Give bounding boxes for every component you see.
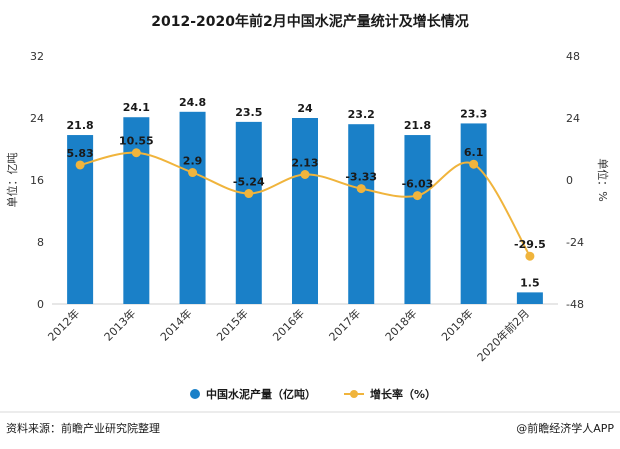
line-value-label: 2.9 xyxy=(183,155,203,168)
growth-line xyxy=(75,148,535,261)
bar-value-label: 23.3 xyxy=(460,107,487,120)
legend-bar-marker xyxy=(190,389,200,399)
footer-brand: @前瞻经济学人APP xyxy=(516,421,614,435)
line-point xyxy=(244,189,254,199)
line-value-label: 6.1 xyxy=(464,146,484,159)
line-point xyxy=(75,160,85,170)
bar xyxy=(67,135,94,304)
bar-value-label: 24 xyxy=(297,102,313,115)
bar-value-label: 21.8 xyxy=(404,119,431,132)
bar xyxy=(292,118,318,304)
bar xyxy=(235,121,262,304)
left-axis-tick: 24 xyxy=(30,112,44,125)
line-value-label: 10.55 xyxy=(119,135,154,148)
right-axis-tick: -24 xyxy=(566,236,584,249)
x-axis-tick: 2016年 xyxy=(270,306,307,343)
line-value-label: 5.83 xyxy=(67,147,94,160)
x-axis-tick: 2012年 xyxy=(45,306,82,343)
bar-value-label: 24.8 xyxy=(179,96,206,109)
footer-source: 资料来源：前瞻产业研究院整理 xyxy=(6,421,160,435)
right-axis-title: 单位：% xyxy=(596,158,610,201)
left-axis-title: 单位：亿吨 xyxy=(5,153,19,208)
bar-value-label: 23.2 xyxy=(348,108,375,121)
chart-title: 2012-2020年前2月中国水泥产量统计及增长情况 xyxy=(151,13,468,30)
line-value-label: -5.24 xyxy=(233,176,265,189)
right-axis-ticks: -48 -24 0 24 48 xyxy=(566,50,584,311)
x-axis-tick: 2020年前2月 xyxy=(474,306,532,364)
legend-bar-label: 中国水泥产量（亿吨） xyxy=(206,387,316,401)
bar xyxy=(179,111,206,304)
line-point xyxy=(131,148,141,158)
left-axis-tick: 32 xyxy=(30,50,44,63)
legend: 中国水泥产量（亿吨） 增长率（%） xyxy=(190,387,436,401)
bar-labels: 21.8 24.1 24.8 23.5 24 23.2 21.8 23.3 1.5 xyxy=(67,96,540,290)
line-point xyxy=(356,184,366,194)
line-point xyxy=(469,159,479,169)
x-axis-tick: 2014年 xyxy=(157,306,194,343)
x-axis-tick: 2015年 xyxy=(213,306,250,343)
x-axis-ticks: 2012年 2013年 2014年 2015年 2016年 2017年 2018年 2019年… xyxy=(45,306,532,364)
line-labels: 5.83 10.55 2.9 -5.24 2.13 -3.33 -6.03 6.1 -29.5 xyxy=(67,135,546,251)
left-axis-tick: 16 xyxy=(30,174,44,187)
line-value-label: 2.13 xyxy=(291,156,318,169)
line-value-label: -6.03 xyxy=(402,178,434,191)
line-value-label: -29.5 xyxy=(514,238,546,251)
line-value-label: -3.33 xyxy=(345,171,377,184)
line-point xyxy=(188,168,198,178)
legend-line-marker xyxy=(350,390,358,398)
bar xyxy=(348,124,375,304)
right-axis-tick: -48 xyxy=(566,298,584,311)
left-axis-tick: 8 xyxy=(37,236,44,249)
line-point xyxy=(525,251,535,261)
legend-line-label: 增长率（%） xyxy=(370,387,436,401)
right-axis-tick: 48 xyxy=(566,50,580,63)
x-axis-tick: 2018年 xyxy=(382,306,419,343)
x-axis-tick: 2017年 xyxy=(326,306,363,343)
bar xyxy=(460,123,487,304)
left-axis-tick: 0 xyxy=(37,298,44,311)
right-axis-tick: 24 xyxy=(566,112,580,125)
right-axis-tick: 0 xyxy=(566,174,573,187)
line-point xyxy=(300,169,310,179)
line-point xyxy=(412,191,422,201)
bar-value-label: 21.8 xyxy=(67,119,94,132)
bar-value-label: 1.5 xyxy=(520,276,540,289)
x-axis-tick: 2013年 xyxy=(101,306,138,343)
bar xyxy=(516,292,543,304)
left-axis-ticks: 0 8 16 24 32 xyxy=(30,50,44,311)
bar-value-label: 24.1 xyxy=(123,101,150,114)
bar-value-label: 23.5 xyxy=(235,106,262,119)
bar xyxy=(404,135,431,304)
x-axis-tick: 2019年 xyxy=(438,306,475,343)
